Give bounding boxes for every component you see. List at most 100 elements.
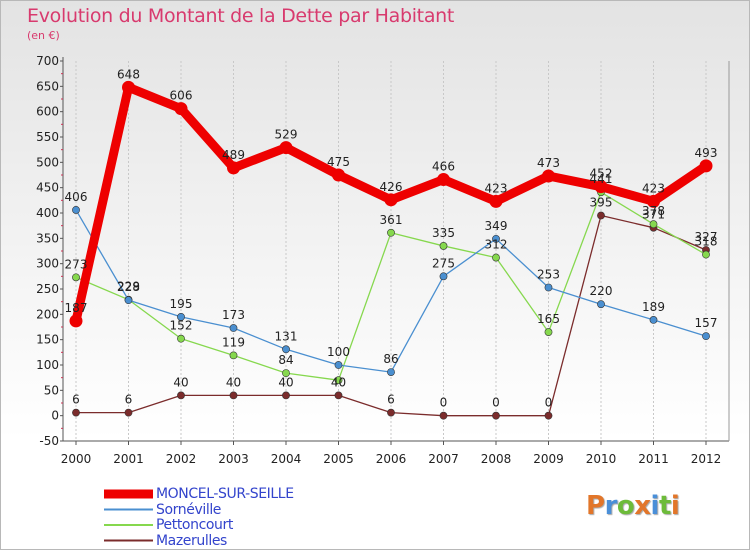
data-label: 152 [170, 319, 193, 333]
y-tick-label: 450 [36, 181, 59, 195]
data-point [649, 316, 658, 324]
data-label: 228 [117, 280, 140, 294]
data-label: 40 [173, 375, 188, 389]
data-label: 361 [380, 213, 403, 227]
data-point [229, 351, 238, 360]
data-label: 195 [170, 297, 193, 311]
data-label: 426 [380, 180, 403, 194]
y-tick-label: 600 [36, 105, 59, 119]
legend-label: Sornéville [156, 501, 222, 518]
y-tick-label: 250 [36, 282, 59, 296]
data-label: 423 [485, 181, 508, 195]
data-label: 493 [695, 146, 718, 160]
legend-label: Pettoncourt [156, 517, 233, 533]
data-point [542, 169, 555, 183]
data-point [594, 180, 608, 194]
data-label: 131 [275, 329, 298, 343]
data-point [489, 194, 503, 208]
data-label: 648 [117, 67, 140, 81]
x-tick-label: 2007 [428, 452, 459, 466]
y-tick-label: 0 [51, 409, 59, 423]
data-point [124, 408, 133, 417]
data-label: 119 [222, 335, 245, 349]
x-tick-label: 2000 [61, 452, 92, 466]
y-tick-label: 500 [36, 155, 59, 169]
x-tick-label: 2006 [376, 452, 407, 466]
data-label: 187 [65, 301, 88, 315]
data-label: 229 [117, 280, 140, 294]
data-point [177, 391, 185, 400]
data-point [492, 411, 500, 420]
data-point [174, 102, 188, 116]
logo-letter: P [586, 491, 605, 521]
y-tick-label: 400 [36, 206, 59, 220]
proxiti-logo: Proxiti [586, 491, 680, 521]
data-label: 452 [590, 167, 613, 181]
y-tick-label: 550 [36, 130, 59, 144]
data-label: 40 [331, 375, 346, 389]
data-label: 253 [537, 267, 560, 281]
data-label: 165 [537, 312, 560, 326]
data-point [544, 411, 553, 420]
legend-label: MONCEL-SUR-SEILLE [156, 486, 294, 502]
data-label: 86 [383, 352, 398, 366]
logo-letter: i [650, 491, 660, 521]
y-tick-label: 200 [36, 307, 59, 321]
data-label: 371 [642, 208, 665, 222]
data-point [282, 369, 290, 378]
data-label: 318 [695, 235, 718, 249]
data-point [384, 193, 398, 207]
y-tick-label: -50 [39, 434, 59, 448]
x-tick-label: 2010 [586, 452, 617, 466]
data-point [492, 234, 500, 243]
data-label: 220 [590, 284, 613, 298]
data-point [72, 273, 80, 282]
data-point [439, 272, 448, 281]
logo-letter: t [658, 491, 671, 521]
data-point [227, 161, 240, 175]
x-tick-label: 2009 [533, 452, 564, 466]
x-tick-label: 2011 [638, 452, 669, 466]
data-point [334, 361, 343, 369]
data-label: 475 [327, 155, 350, 169]
data-label: 406 [65, 190, 88, 204]
data-point [72, 206, 80, 214]
logo-letter: o [616, 491, 635, 521]
data-label: 0 [545, 396, 553, 410]
data-point [439, 242, 448, 250]
legend-label: Mazerulles [156, 532, 227, 549]
data-point [439, 411, 448, 420]
y-axis-unit: (en €) [27, 29, 60, 42]
data-label: 0 [440, 396, 448, 410]
data-point [387, 368, 395, 376]
x-tick-label: 2012 [691, 452, 722, 466]
data-label: 173 [222, 308, 245, 322]
data-point [282, 345, 290, 354]
data-point [334, 376, 343, 385]
data-label: 84 [278, 353, 293, 367]
data-point [544, 283, 553, 292]
data-point [544, 328, 553, 336]
data-label: 100 [327, 345, 350, 359]
data-point [282, 391, 290, 400]
y-tick-label: 150 [36, 333, 59, 347]
data-label: 0 [492, 396, 500, 410]
data-point [647, 194, 660, 208]
data-point [597, 211, 605, 220]
data-label: 273 [65, 257, 88, 271]
data-label: 473 [537, 156, 560, 170]
data-point [229, 324, 238, 332]
data-label: 40 [278, 375, 293, 389]
data-point [387, 408, 395, 417]
data-label: 466 [432, 160, 455, 174]
data-label: 189 [642, 300, 665, 314]
x-tick-label: 2005 [323, 452, 354, 466]
data-label: 606 [170, 89, 193, 103]
data-label: 395 [590, 196, 613, 210]
data-point [699, 159, 713, 173]
data-point [387, 228, 395, 237]
y-tick-label: 700 [36, 54, 59, 68]
y-tick-label: 350 [36, 231, 59, 245]
